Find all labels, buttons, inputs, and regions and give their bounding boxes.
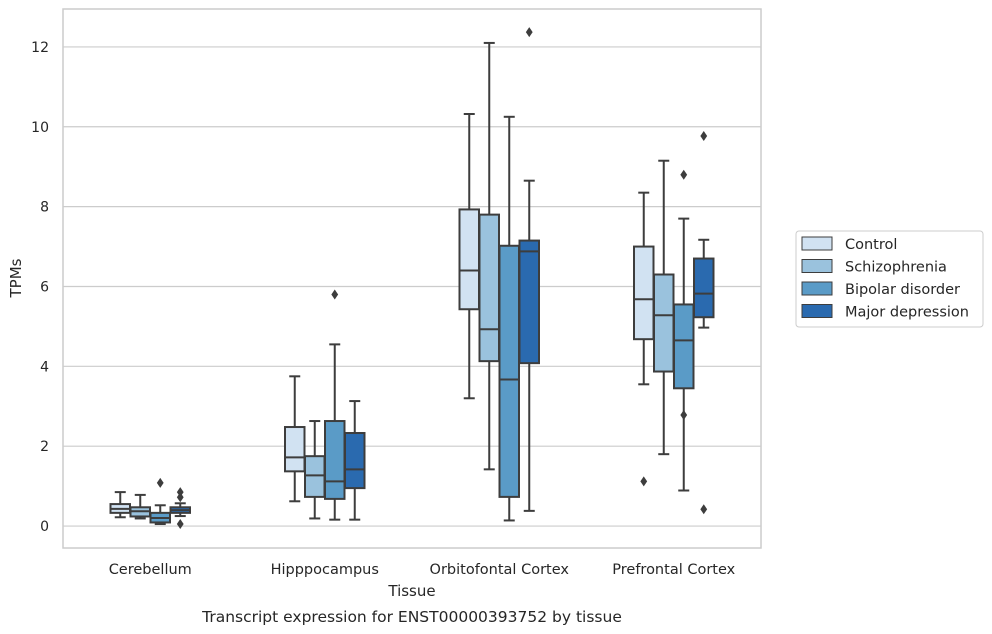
x-tick-label: Prefrontal Cortex: [612, 562, 735, 578]
plot-frame: [62, 8, 762, 549]
box-control: [284, 375, 306, 503]
y-tick-labels: 0 2 4 6 8 10 12: [31, 40, 49, 535]
box-iqr: [344, 432, 366, 490]
box-schizophrenia: [129, 493, 151, 520]
box-major-depression: [693, 130, 715, 515]
legend-label: Schizophrenia: [845, 260, 947, 276]
legend-label: Control: [845, 237, 897, 253]
x-axis-label: Tissue: [387, 582, 435, 600]
x-tick-label: Orbitofontal Cortex: [430, 562, 570, 578]
y-tick-label: 4: [40, 359, 49, 375]
y-tick-label: 8: [40, 200, 49, 216]
outlier-point: [331, 289, 339, 300]
box-iqr: [633, 245, 655, 341]
y-axis-label: TPMs: [7, 258, 25, 298]
outlier-point: [680, 169, 688, 180]
box-iqr: [518, 239, 540, 365]
x-tick-label: Hipppocampus: [271, 562, 379, 578]
outlier-point: [176, 519, 184, 530]
box-iqr: [498, 244, 520, 498]
chart-title: Transcript expression for ENST0000039375…: [201, 608, 622, 626]
box-iqr: [304, 455, 326, 498]
x-tick-labels: Cerebellum Hipppocampus Orbitofontal Corte…: [109, 562, 736, 578]
y-tick-label: 12: [31, 40, 49, 56]
legend-label: Bipolar disorder: [845, 282, 960, 298]
box-iqr: [458, 208, 480, 311]
y-tick-label: 2: [40, 439, 49, 455]
y-tick-label: 6: [40, 279, 49, 295]
box-iqr: [324, 420, 346, 500]
box-iqr: [284, 426, 306, 473]
box-iqr: [693, 257, 715, 319]
outlier-point: [176, 492, 184, 503]
box-layer: [109, 27, 715, 530]
box-schizophrenia: [304, 420, 326, 520]
legend-swatch: [801, 281, 833, 296]
outlier-point: [700, 130, 708, 141]
box-major-depression: [518, 27, 540, 512]
legend: Control Schizophrenia Bipolar disorder Majo…: [795, 230, 984, 328]
legend-label: Major depression: [845, 305, 969, 321]
outlier-point: [680, 410, 688, 421]
x-tick-label: Cerebellum: [109, 562, 192, 578]
legend-frame: [795, 230, 984, 328]
box-bipolar-disorder: [149, 477, 171, 526]
box-iqr: [653, 273, 675, 373]
box-bipolar-disorder: [673, 169, 695, 492]
box-control: [458, 113, 480, 400]
y-tick-label: 0: [40, 519, 49, 535]
y-tick-label: 10: [31, 120, 49, 136]
outlier-point: [156, 477, 164, 488]
legend-swatch: [801, 259, 833, 273]
legend-swatch: [801, 236, 833, 251]
box-major-depression: [169, 487, 191, 530]
box-iqr: [478, 213, 500, 363]
outlier-point: [525, 27, 533, 38]
legend-swatch: [801, 304, 833, 318]
box-bipolar-disorder: [498, 115, 520, 522]
outlier-point: [176, 487, 184, 498]
box-major-depression: [344, 400, 366, 521]
outlier-point: [640, 476, 648, 487]
box-iqr: [673, 303, 695, 390]
outlier-point: [700, 504, 708, 515]
